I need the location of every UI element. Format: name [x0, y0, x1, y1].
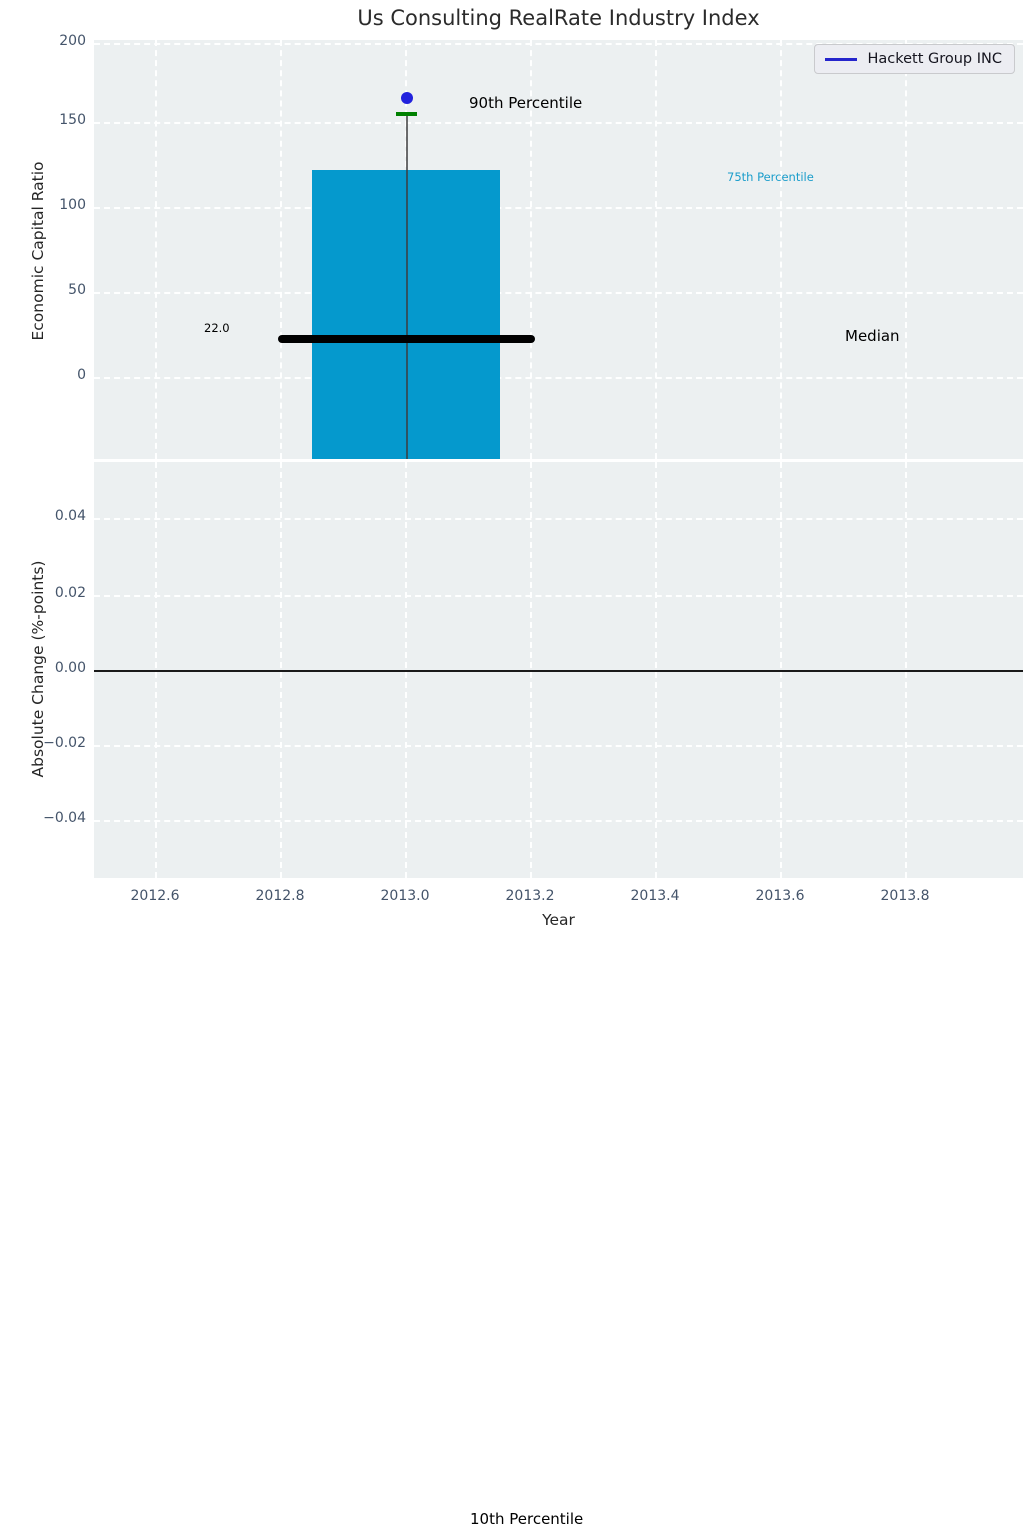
annotation-10th-percentile: 10th Percentile	[470, 1510, 584, 1528]
xtick: 2013.4	[630, 888, 680, 904]
gridline-horizontal	[94, 377, 1023, 379]
gridline-horizontal	[94, 207, 1023, 209]
gridline-vertical	[530, 40, 532, 459]
ytick-bottom: 0.04	[54, 508, 86, 524]
gridline-horizontal	[94, 745, 1023, 747]
ytick-bottom: 0.00	[54, 660, 86, 676]
ytick-bottom: −0.04	[43, 810, 86, 826]
gridline-horizontal	[94, 122, 1023, 124]
annotation-median: Median	[845, 327, 900, 345]
zero-line	[94, 670, 1023, 672]
y-axis-label-top: Economic Capital Ratio	[29, 161, 47, 341]
ytick-bottom: −0.02	[43, 735, 86, 751]
gridline-horizontal	[94, 43, 1023, 45]
ytick-bottom: 0.02	[54, 585, 86, 601]
annotation-75th-percentile: 75th Percentile	[727, 170, 814, 184]
xtick: 2013.8	[880, 888, 930, 904]
gridline-horizontal	[94, 518, 1023, 520]
gridline-vertical	[655, 40, 657, 459]
x-axis-label: Year	[542, 911, 575, 929]
annotation-90th-percentile: 90th Percentile	[469, 94, 583, 112]
gridline-vertical	[280, 40, 282, 459]
ytick-top: 100	[59, 197, 86, 213]
xtick: 2012.6	[130, 888, 180, 904]
gridline-vertical	[155, 40, 157, 459]
gridline-horizontal	[94, 292, 1023, 294]
xtick: 2013.0	[380, 888, 430, 904]
median-line	[278, 335, 535, 343]
legend-line-sample	[825, 57, 858, 61]
chart-title: Us Consulting RealRate Industry Index	[357, 6, 760, 30]
top-plot-area: 90th Percentile 75th Percentile Median 2…	[94, 40, 1023, 459]
legend: Hackett Group INC	[814, 44, 1015, 74]
xtick: 2012.8	[255, 888, 305, 904]
gridline-vertical	[905, 40, 907, 459]
bottom-plot-area	[94, 462, 1023, 878]
annotation-median-value: 22.0	[204, 321, 230, 335]
y-axis-label-bottom: Absolute Change (%-points)	[29, 560, 47, 778]
xtick: 2013.2	[505, 888, 555, 904]
gridline-vertical	[780, 40, 782, 459]
whisker-line	[406, 114, 408, 459]
p90-cap-mark	[396, 112, 417, 116]
company-marker-dot	[401, 92, 413, 104]
ytick-top: 150	[59, 112, 86, 128]
ytick-top: 50	[68, 282, 86, 298]
xtick: 2013.6	[755, 888, 805, 904]
ytick-top: 200	[59, 33, 86, 49]
ytick-top: 0	[77, 367, 86, 383]
gridline-horizontal	[94, 820, 1023, 822]
gridline-horizontal	[94, 595, 1023, 597]
legend-label: Hackett Group INC	[867, 51, 1002, 67]
